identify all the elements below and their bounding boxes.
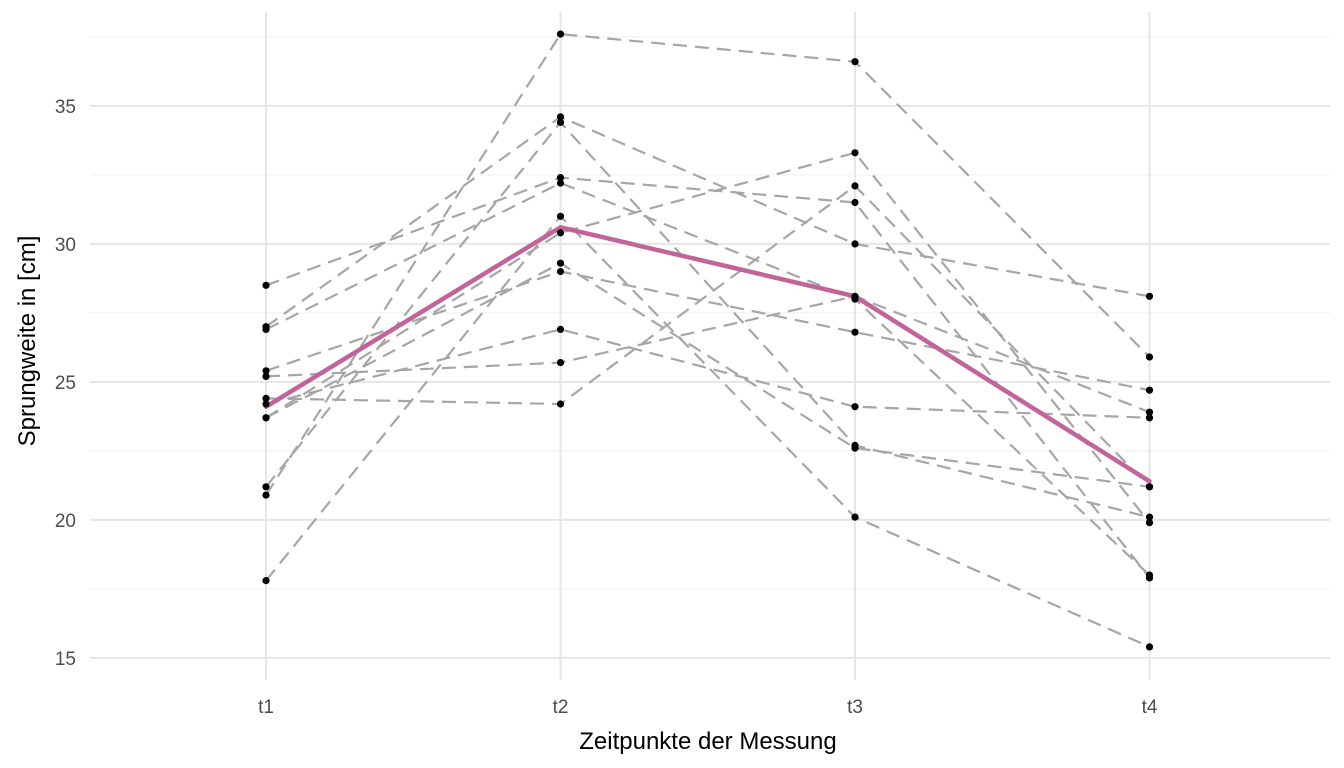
- data-point: [556, 259, 565, 267]
- subject-line: [265, 115, 1150, 328]
- data-point: [262, 367, 270, 375]
- subject-line: [265, 215, 1150, 648]
- x-tick-label: t4: [1142, 697, 1158, 718]
- data-point: [851, 149, 859, 157]
- data-point: [556, 267, 565, 276]
- data-point: [556, 118, 565, 126]
- data-point: [1145, 519, 1154, 527]
- data-point: [262, 491, 270, 499]
- data-point: [1145, 408, 1154, 416]
- mean-line: [263, 225, 1152, 484]
- data-point: [262, 414, 270, 422]
- subject-lines: [265, 33, 1151, 648]
- data-point: [262, 281, 270, 289]
- data-point: [556, 359, 565, 367]
- y-tick-label: 35: [55, 97, 76, 118]
- data-point: [851, 240, 859, 248]
- data-point: [1145, 414, 1154, 422]
- mean-line-group: [263, 225, 1152, 484]
- subject-line: [265, 295, 1150, 414]
- y-tick-labels: 15 20 25 30 35: [55, 97, 76, 670]
- data-point: [851, 58, 859, 66]
- x-tick-label: t2: [553, 697, 569, 718]
- data-point: [262, 577, 270, 585]
- data-point: [556, 229, 565, 237]
- data-point: [262, 483, 270, 491]
- data-point: [1145, 292, 1154, 300]
- data-point: [262, 372, 270, 380]
- data-point: [851, 328, 859, 336]
- data-point: [1145, 643, 1154, 651]
- subject-line: [265, 176, 1151, 579]
- data-point: [556, 30, 565, 38]
- data-point: [556, 113, 565, 121]
- y-tick-label: 30: [55, 235, 76, 256]
- data-point: [1145, 571, 1154, 579]
- subject-line: [265, 33, 1151, 496]
- data-point: [851, 182, 859, 190]
- data-point: [1145, 483, 1154, 491]
- data-point: [851, 198, 859, 207]
- data-point: [556, 325, 565, 333]
- data-point: [556, 174, 565, 182]
- data-point: [556, 400, 565, 408]
- subject-line: [265, 270, 1150, 392]
- data-points: [262, 30, 1154, 651]
- data-point: [262, 394, 270, 402]
- grid: [90, 12, 1330, 680]
- x-tick-labels: t1 t2 t3 t4: [258, 697, 1158, 718]
- subject-line: [265, 328, 1150, 419]
- data-point: [1145, 353, 1154, 361]
- subject-line: [265, 121, 1150, 519]
- data-point: [851, 292, 859, 300]
- subject-line: [265, 262, 1150, 488]
- y-tick-label: 20: [55, 511, 76, 532]
- y-axis-title: Sprungweite in [cm]: [14, 236, 41, 447]
- subject-line: [265, 182, 1151, 576]
- data-point: [851, 441, 859, 449]
- data-point: [851, 513, 859, 521]
- x-tick-label: t3: [847, 697, 863, 718]
- x-tick-label: t1: [258, 697, 274, 718]
- y-tick-label: 25: [55, 373, 76, 394]
- data-point: [556, 212, 565, 220]
- data-point: [1145, 386, 1154, 394]
- data-point: [262, 325, 270, 333]
- data-point: [556, 179, 565, 187]
- x-axis-title: Zeitpunkte der Messung: [579, 728, 836, 755]
- data-point: [1145, 513, 1154, 521]
- data-point: [262, 400, 270, 408]
- y-tick-label: 15: [55, 649, 76, 670]
- data-point: [851, 403, 859, 411]
- subject-line: [265, 151, 1151, 524]
